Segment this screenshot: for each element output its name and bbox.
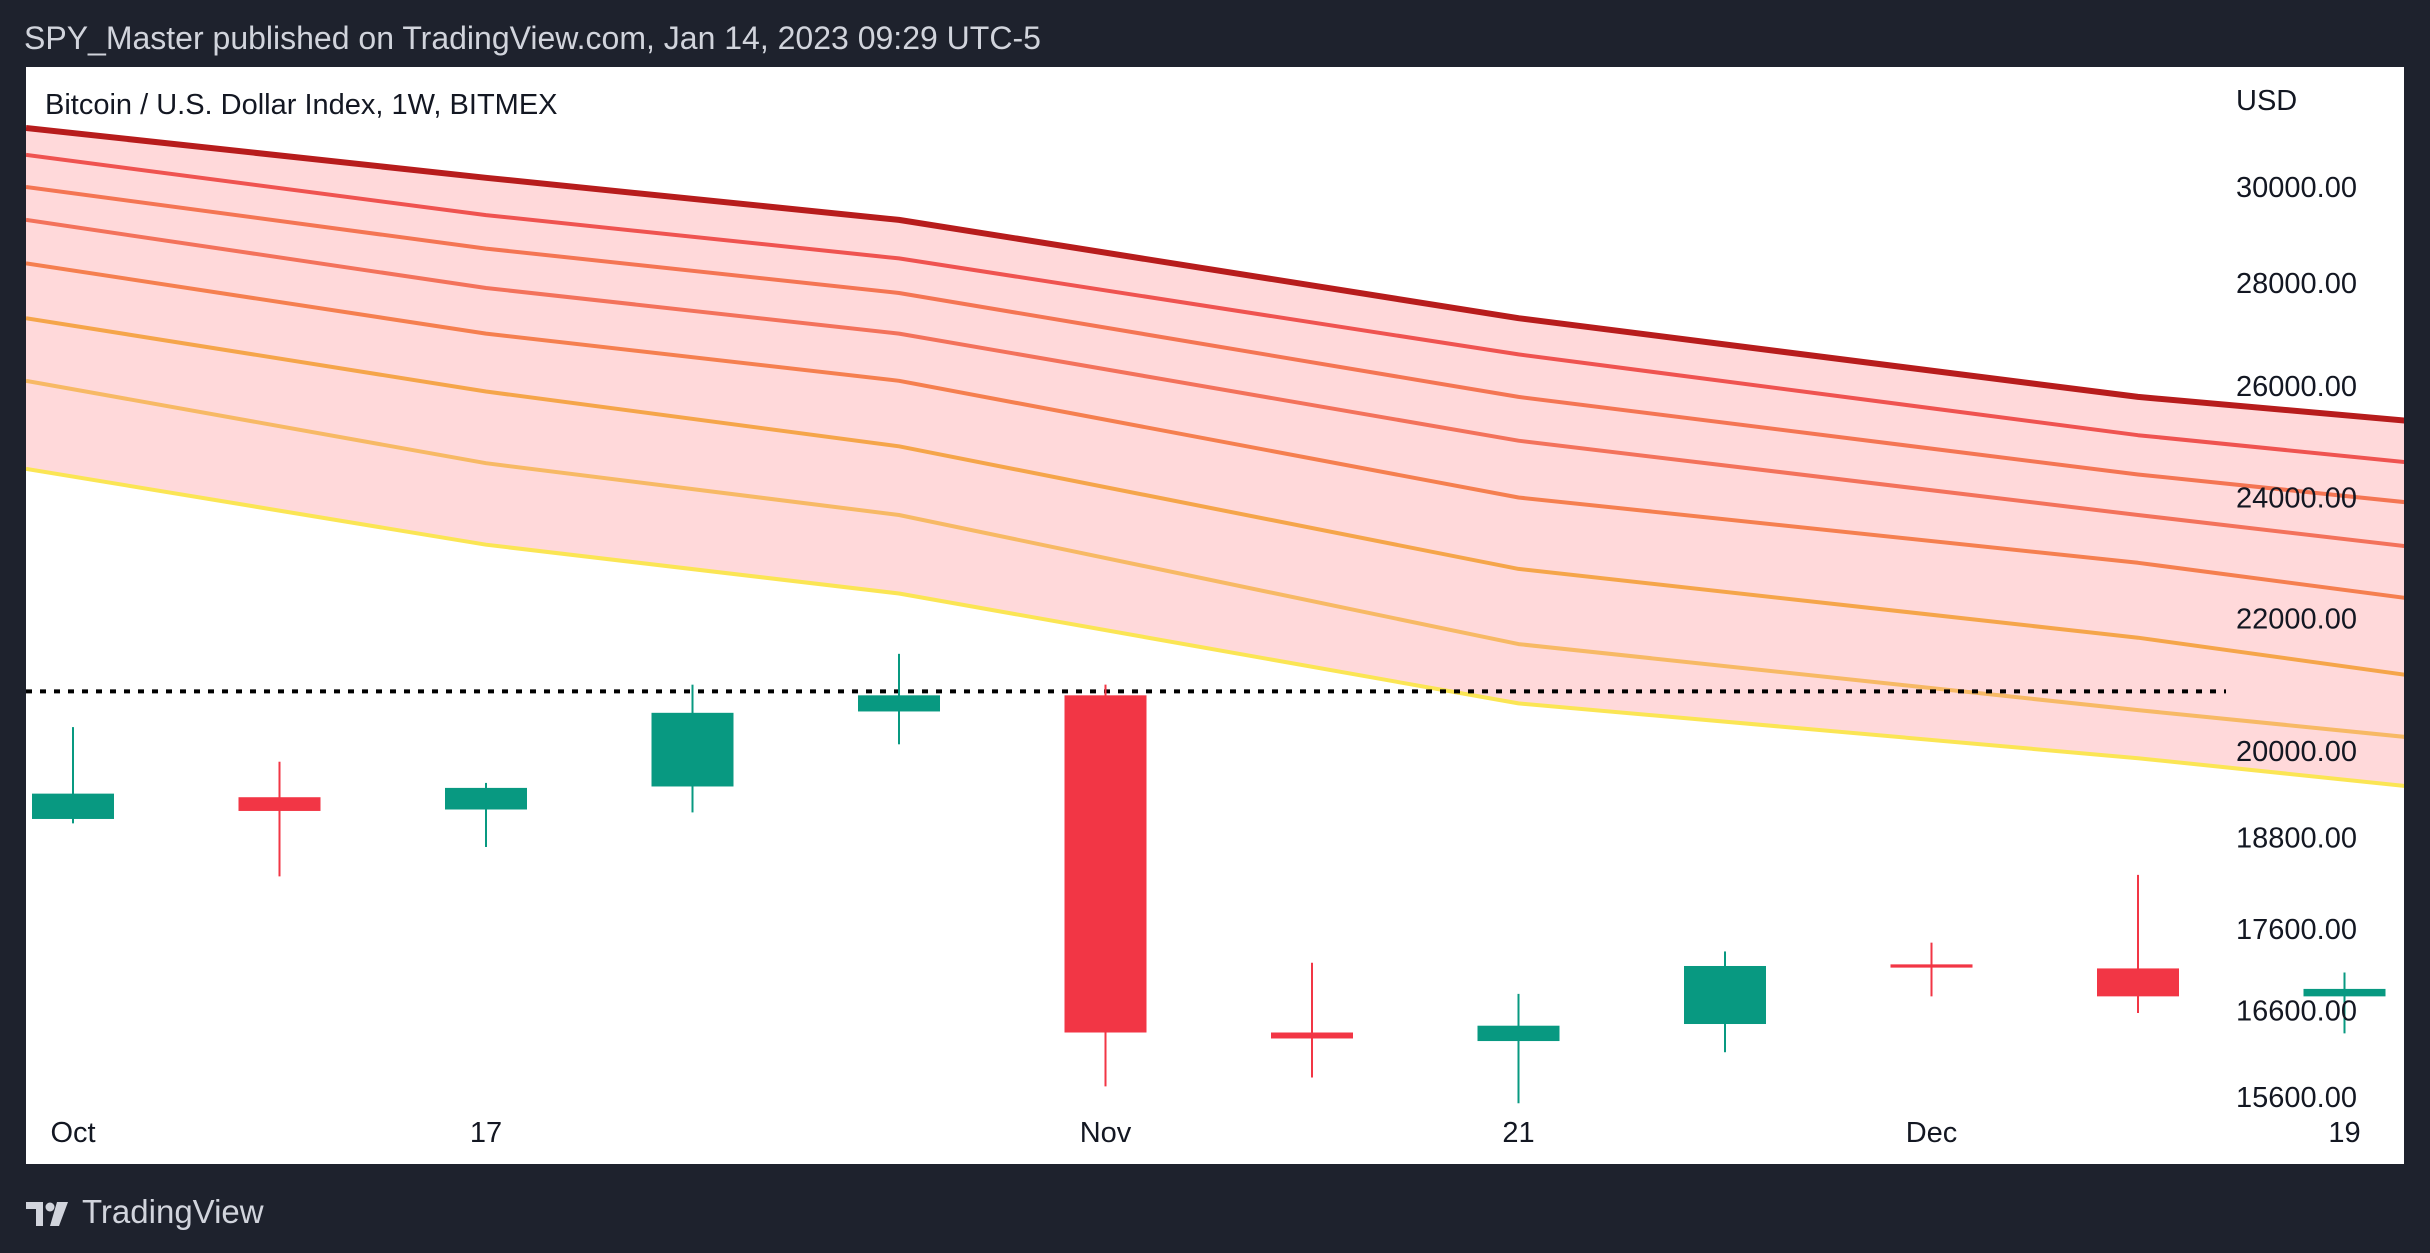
ribbon-line-band-2 (26, 152, 2404, 464)
candle-week-8[interactable] (1684, 951, 1766, 1053)
candle-body (1477, 1025, 1560, 1042)
candle-week-9[interactable] (1890, 942, 1973, 997)
ribbon-line-band-7 (26, 378, 2404, 739)
y-tick-label: 28000.00 (2236, 268, 2357, 300)
ribbon-line-band-1 (26, 125, 2404, 424)
chart-title: Bitcoin / U.S. Dollar Index, 1W, BITMEX (45, 89, 558, 121)
ribbon-cloud-fill (26, 128, 2404, 786)
candle-week-0[interactable] (32, 727, 114, 824)
candle-body (445, 787, 527, 810)
publish-header: SPY_Master published on TradingView.com,… (24, 20, 1041, 56)
ribbon-line-band-8 (26, 466, 2404, 788)
candle-week-4[interactable] (858, 653, 940, 745)
tradingview-logo-icon[interactable] (26, 1198, 70, 1226)
candle-week-6[interactable] (1271, 962, 1353, 1078)
candle-week-11[interactable] (2303, 972, 2386, 1034)
candle-body (238, 797, 321, 811)
ribbon-line-band-5 (26, 261, 2404, 600)
y-tick-label: 30000.00 (2236, 172, 2357, 204)
footer: TradingView (26, 1188, 264, 1236)
candle-body (1271, 1032, 1353, 1039)
candle-body (1684, 965, 1766, 1025)
y-tick-label: 22000.00 (2236, 604, 2357, 636)
chart-svg[interactable]: 30000.00 28000.00 26000.00 24000.00 22000.00… (26, 67, 2404, 1164)
candle-layer (32, 653, 2386, 1104)
candle-body (32, 793, 114, 819)
x-tick-label: Oct (50, 1117, 95, 1149)
candle-week-3[interactable] (651, 684, 734, 813)
x-tick-label: Nov (1080, 1117, 1132, 1149)
candle-week-5[interactable] (1064, 684, 1147, 1087)
candle-body (858, 695, 940, 712)
candle-week-7[interactable] (1477, 993, 1560, 1104)
candle-body (1064, 695, 1147, 1033)
candle-body (2097, 968, 2179, 997)
y-tick-label: 24000.00 (2236, 483, 2357, 515)
ribbon-layer (26, 125, 2404, 788)
candle-body (651, 712, 734, 787)
x-tick-label: Dec (1906, 1117, 1958, 1149)
y-tick-label: 20000.00 (2236, 736, 2357, 768)
y-tick-label: 18800.00 (2236, 822, 2357, 854)
candle-week-10[interactable] (2097, 874, 2179, 1014)
y-tick-label: 15600.00 (2236, 1082, 2357, 1114)
x-tick-label: 17 (470, 1117, 502, 1149)
axis-layer: 30000.00 28000.00 26000.00 24000.00 22000.00… (50, 172, 2360, 1149)
chart-panel[interactable]: 30000.00 28000.00 26000.00 24000.00 22000.00… (26, 67, 2404, 1164)
x-tick-label: 19 (2328, 1117, 2360, 1149)
x-tick-label: 21 (1502, 1117, 1534, 1149)
currency-label: USD (2236, 85, 2297, 117)
candle-body (2303, 988, 2386, 997)
ribbon-line-band-3 (26, 185, 2404, 505)
y-tick-label: 16600.00 (2236, 996, 2357, 1028)
tradingview-brand[interactable]: TradingView (82, 1193, 264, 1230)
y-tick-label: 26000.00 (2236, 371, 2357, 403)
y-tick-label: 17600.00 (2236, 914, 2357, 946)
ribbon-line-band-4 (26, 217, 2404, 549)
candle-body (1890, 964, 1973, 968)
ribbon-line-band-6 (26, 316, 2404, 677)
candle-week-2[interactable] (445, 782, 527, 848)
candle-week-1[interactable] (238, 761, 321, 877)
